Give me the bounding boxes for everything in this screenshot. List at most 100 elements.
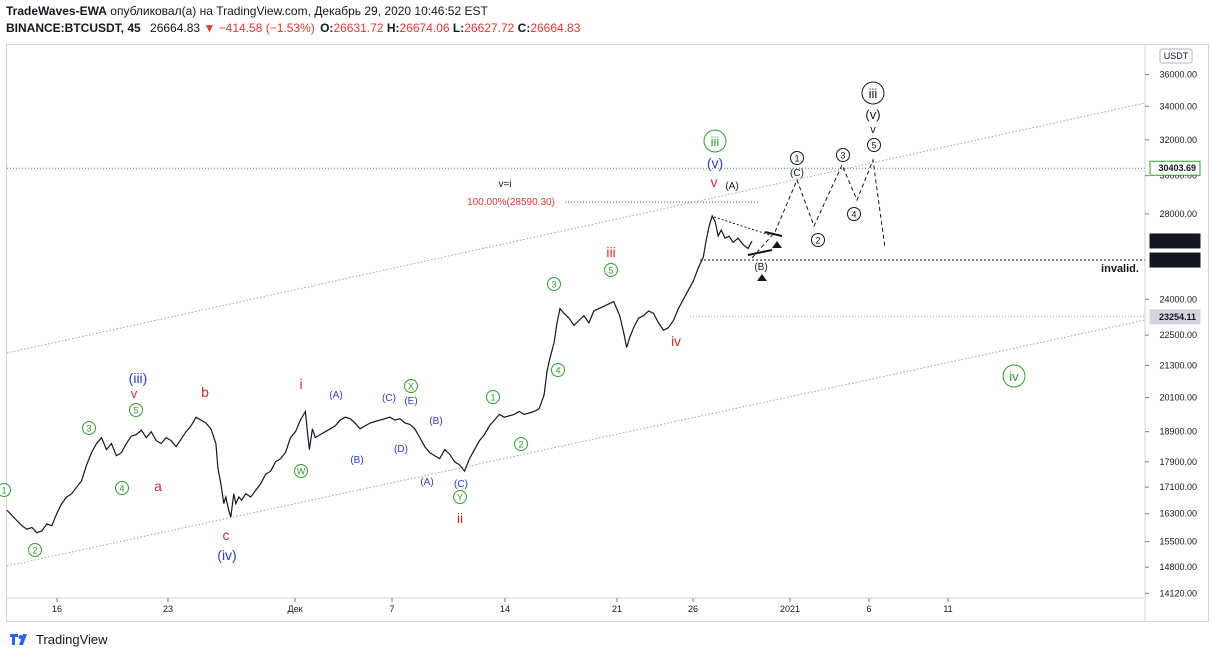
wave-C-blue: (C): [382, 393, 396, 404]
wave-E-blue: (E): [404, 396, 417, 407]
wave-label-circle: [115, 481, 129, 495]
wave-label: 1: [490, 393, 495, 403]
wave-D-blue: (D): [394, 444, 408, 455]
x-tick-label: 2021: [780, 604, 800, 614]
symbol-info: BINANCE:BTCUSDT, 45 26664.83 ▼ −414.58 (…: [6, 21, 580, 35]
y-tick-label: 21300.00: [1159, 360, 1197, 370]
wave-iv-target: iv: [1009, 369, 1019, 384]
y-tick-label: 34000.00: [1159, 101, 1197, 111]
wave-C2-blue: (C): [454, 479, 468, 490]
wave-label: 3: [551, 280, 556, 290]
wave-c: c: [223, 527, 230, 543]
footer: TradingView: [8, 631, 108, 647]
x-tick-label: Дек: [287, 604, 302, 614]
wave-i: i: [299, 376, 302, 392]
y-tick-label: 24000.00: [1159, 294, 1197, 304]
wave-B-black: (B): [754, 262, 767, 273]
wave-label-circle: [453, 490, 467, 504]
wave-A-black: (A): [725, 181, 738, 192]
forecast-wave-circle: [811, 233, 825, 247]
forecast-wave-circle: [867, 138, 881, 152]
wave-label-circle: [28, 543, 42, 557]
wave-v-black: (v): [865, 107, 880, 122]
forecast-path: [751, 158, 886, 259]
close-value: 26664.83: [530, 21, 581, 35]
wave-label: 4: [119, 484, 124, 494]
channel-upper-line: [6, 102, 1146, 354]
wave-C-black: (C): [790, 168, 804, 179]
x-tick-label: 26: [688, 604, 698, 614]
y-tick-label: 36000.00: [1159, 70, 1197, 80]
forecast-wave: 5: [871, 141, 876, 151]
price-label: 26664.83: [1158, 236, 1196, 246]
y-tick-label: 16300.00: [1159, 509, 1197, 519]
wave-label: 2: [518, 440, 523, 450]
wave-iii-blue: (iii): [129, 370, 148, 386]
y-tick-label: 14120.00: [1159, 588, 1197, 598]
fib-level-label: 100.00%(28590.30): [467, 197, 555, 208]
chart-frame[interactable]: [6, 44, 1209, 622]
wave-A2-blue: (A): [420, 477, 433, 488]
down-arrow-icon: ▼: [203, 21, 216, 35]
wave-label-circle: [486, 390, 500, 404]
currency-badge: [1159, 48, 1193, 64]
wave-iii-circle: [703, 129, 727, 153]
high-label: H:: [386, 21, 400, 35]
x-tick-label: 16: [52, 604, 62, 614]
x-tick-label: 21: [612, 604, 622, 614]
author-name[interactable]: TradeWaves-EWA: [6, 4, 107, 18]
forecast-wave-circle: [790, 151, 804, 165]
pattern-line: [713, 216, 771, 236]
tradingview-logo-icon: [10, 634, 27, 645]
forecast-wave: 4: [851, 210, 856, 220]
low-value: 26627.72: [464, 21, 515, 35]
last-price: 26664.83: [150, 21, 201, 35]
up-triangle-icon: [772, 241, 782, 248]
wave-label: X: [408, 382, 414, 392]
fib-ratio-label: v=i: [498, 179, 511, 190]
wave-label: W: [297, 467, 306, 477]
forecast-wave-circle: [847, 207, 861, 221]
wave-B-blue: (B): [350, 455, 363, 466]
high-value: 26674.06: [399, 21, 450, 35]
wave-label-circle: [551, 363, 565, 377]
published-text: опубликовал(а) на TradingView.com, Декаб…: [110, 4, 488, 18]
invalidation-label: invalid.: [1101, 263, 1139, 275]
wave-B2-blue: (B): [429, 416, 442, 427]
y-tick-label: 20100.00: [1159, 393, 1197, 403]
wave-ii: ii: [457, 510, 463, 526]
price-line: [6, 214, 753, 534]
y-tick-label: 22500.00: [1159, 330, 1197, 340]
wave-label-circle: [604, 263, 618, 277]
wave-iv-circle: [1002, 364, 1026, 388]
x-tick-label: 11: [943, 604, 952, 614]
price-label: 25763.14: [1158, 255, 1196, 265]
wave-v-red: v: [131, 386, 138, 401]
footer-brand[interactable]: TradingView: [36, 631, 108, 647]
wave-iii-black: iii: [869, 86, 878, 101]
low-label: L:: [452, 21, 465, 35]
y-tick-label: 14800.00: [1159, 562, 1197, 572]
publish-info: TradeWaves-EWA опубликовал(а) на Trading…: [6, 4, 488, 18]
price-change: −414.58 (−1.53%): [218, 21, 315, 35]
y-tick-label: 28000.00: [1159, 209, 1197, 219]
wave-label: 4: [555, 366, 560, 376]
wave-label-circle: [514, 437, 528, 451]
wave-b: b: [201, 384, 209, 400]
wave-label: 3: [86, 424, 91, 434]
y-tick-label: 15500.00: [1159, 537, 1197, 547]
wave-v-red-top: v: [711, 174, 718, 190]
x-tick-label: 6: [866, 604, 871, 614]
close-label: C:: [517, 21, 531, 35]
wave-label: 5: [608, 266, 613, 276]
wave-label: 5: [133, 406, 138, 416]
x-tick-label: 14: [500, 604, 510, 614]
x-tick-label: 23: [163, 604, 173, 614]
price-label-box: [1149, 309, 1201, 325]
wave-label-circle: [547, 277, 561, 291]
wave-a: a: [154, 478, 162, 494]
symbol-label: BINANCE:BTCUSDT, 45: [6, 21, 141, 35]
wave-iii-red: iii: [606, 244, 615, 260]
price-label: 23254.11: [1159, 312, 1196, 322]
